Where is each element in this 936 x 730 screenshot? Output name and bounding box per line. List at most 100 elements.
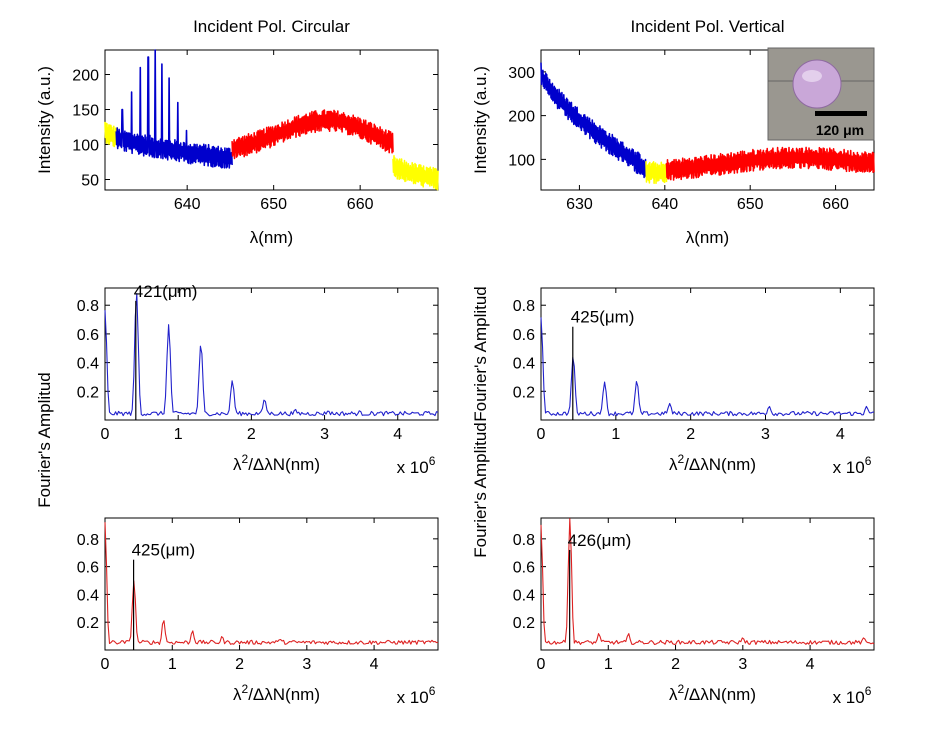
x-multiplier-label: x 106 <box>397 454 436 477</box>
microsphere-icon <box>792 59 842 109</box>
x-axis-label: λ(nm) <box>250 228 293 247</box>
y-tick-label: 200 <box>72 68 99 85</box>
y-tick-label: 0.8 <box>513 298 535 315</box>
plot-frame <box>104 517 439 651</box>
x-tick-label: 4 <box>370 656 379 673</box>
label-part: /ΔλN(nm) <box>248 685 320 704</box>
series-line-2 <box>115 49 233 169</box>
x-tick-label: 3 <box>302 656 311 673</box>
x-tick-label: 0 <box>537 656 546 673</box>
peak-annotation: 425(μm) <box>571 308 635 327</box>
x-tick-label: 1 <box>604 656 613 673</box>
panel-circular-spectrum: 640 650 660 50 100 150 200 Incident Pol. Circul… <box>35 17 439 247</box>
y-tick-label: 0.6 <box>513 560 535 577</box>
y-tick-label: 0.2 <box>77 615 99 632</box>
panel-title: Incident Pol. Vertical <box>630 17 784 36</box>
x-tick-label: 660 <box>822 196 849 213</box>
panel-title: Incident Pol. Circular <box>193 17 350 36</box>
x-tick-label: 0 <box>537 426 546 443</box>
y-axis-label: Fourier's Amplitud <box>471 286 490 422</box>
x-tick-label: 2 <box>247 426 256 443</box>
label-part: x 10 <box>833 458 865 477</box>
superscript: 2 <box>242 452 249 466</box>
x-tick-label: 1 <box>174 426 183 443</box>
panel-vertical-fourier-blue: 0 1 2 3 4 0.2 0.4 0.6 0.8 425(μm) λ2/ΔλN(nm) x 106 F… <box>471 286 875 477</box>
microscope-inset: 120 μm <box>767 47 875 141</box>
x-multiplier-label: x 106 <box>833 684 872 707</box>
x-tick-label: 0 <box>101 426 110 443</box>
y-tick-label: 200 <box>508 109 535 126</box>
x-tick-label: 2 <box>235 656 244 673</box>
x-tick-label: 4 <box>393 426 402 443</box>
scale-bar <box>815 111 867 116</box>
label-part: λ <box>233 455 242 474</box>
peak-annotation: 421(μm) <box>134 282 198 301</box>
x-tick-label: 650 <box>737 196 764 213</box>
y-tick-label: 0.2 <box>77 384 99 401</box>
series-line-4 <box>392 155 439 191</box>
panel-circular-fourier-blue: 0 1 2 3 4 0.2 0.4 0.6 0.8 421(μm) λ2/ΔλN(nm) x 106 F… <box>35 282 439 508</box>
fourier-series-line <box>540 317 875 417</box>
x-multiplier-label: x 106 <box>833 454 872 477</box>
label-part: /ΔλN(nm) <box>248 455 320 474</box>
y-tick-label: 0.4 <box>513 356 535 373</box>
y-tick-label: 0.4 <box>513 587 535 604</box>
y-tick-label: 0.8 <box>513 532 535 549</box>
label-part: x 10 <box>833 688 865 707</box>
x-tick-label: 0 <box>101 656 110 673</box>
y-tick-label: 0.2 <box>513 384 535 401</box>
plot-frame <box>540 287 875 421</box>
panel-vertical-spectrum: 630 640 650 660 100 200 300 Incident Pol. Verti… <box>471 17 875 247</box>
x-tick-label: 640 <box>651 196 678 213</box>
x-axis-label: λ2/ΔλN(nm) <box>233 452 320 474</box>
plot-frame <box>104 49 439 191</box>
x-tick-label: 3 <box>761 426 770 443</box>
superscript: 6 <box>429 454 436 468</box>
superscript: 2 <box>678 682 685 696</box>
y-tick-label: 100 <box>508 152 535 169</box>
x-tick-label: 660 <box>347 196 374 213</box>
y-tick-label: 0.2 <box>513 615 535 632</box>
label-part: λ <box>233 685 242 704</box>
superscript: 6 <box>865 684 872 698</box>
series-line-1 <box>104 121 117 148</box>
peak-annotation: 425(μm) <box>132 541 196 560</box>
superscript: 2 <box>242 682 249 696</box>
label-part: /ΔλN(nm) <box>684 685 756 704</box>
plot-frame <box>540 517 875 651</box>
label-part: λ <box>669 455 678 474</box>
fourier-series-line <box>540 518 875 645</box>
x-tick-label: 1 <box>168 656 177 673</box>
y-tick-label: 0.8 <box>77 298 99 315</box>
series-line-3 <box>231 109 394 160</box>
y-tick-label: 100 <box>72 138 99 155</box>
superscript: 6 <box>865 454 872 468</box>
peak-annotation: 426(μm) <box>568 531 632 550</box>
x-tick-label: 3 <box>320 426 329 443</box>
y-axis-label: Intensity (a.u.) <box>471 66 490 174</box>
superscript: 6 <box>429 684 436 698</box>
x-tick-label: 640 <box>174 196 201 213</box>
y-tick-label: 50 <box>81 173 99 190</box>
x-tick-label: 4 <box>836 426 845 443</box>
y-tick-label: 0.6 <box>77 560 99 577</box>
scale-bar-label: 120 μm <box>816 122 864 138</box>
x-axis-label: λ2/ΔλN(nm) <box>233 682 320 704</box>
x-tick-label: 3 <box>738 656 747 673</box>
x-tick-label: 2 <box>671 656 680 673</box>
label-part: /ΔλN(nm) <box>684 455 756 474</box>
label-part: λ <box>669 685 678 704</box>
x-tick-label: 1 <box>611 426 620 443</box>
y-tick-label: 300 <box>508 65 535 82</box>
series-line-2 <box>645 161 668 184</box>
y-tick-label: 150 <box>72 103 99 120</box>
series-line-3 <box>665 146 875 181</box>
panel-vertical-fourier-red: 0 1 2 3 40.20.40.60.8 426(μm)λ2/ΔλN(nm) x 106F… <box>471 422 875 707</box>
x-multiplier-label: x 106 <box>397 684 436 707</box>
plot-frame <box>104 287 439 421</box>
y-axis-label: Fourier's Amplitud <box>471 422 490 558</box>
superscript: 2 <box>678 452 685 466</box>
y-axis-label: Intensity (a.u.) <box>35 66 54 174</box>
